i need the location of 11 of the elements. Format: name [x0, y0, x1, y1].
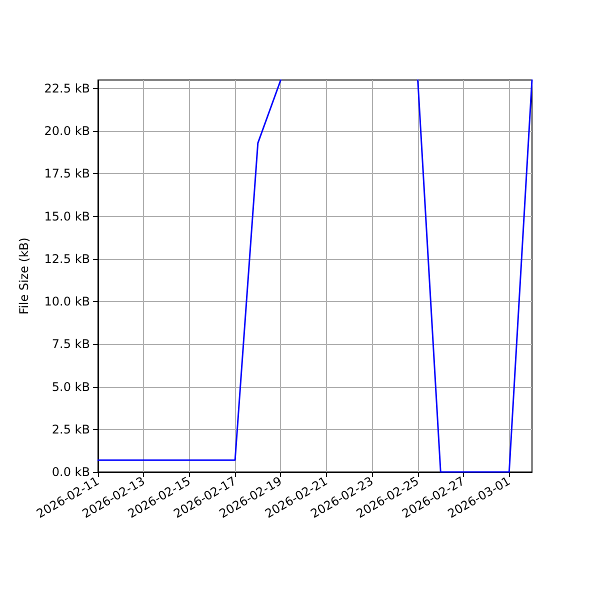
y-tick-label: 12.5 kB: [44, 252, 90, 266]
y-tick-label: 2.5 kB: [52, 422, 90, 436]
y-tick-label: 22.5 kB: [44, 82, 90, 96]
y-tick-label: 15.0 kB: [44, 209, 90, 224]
y-tick-label: 5.0 kB: [52, 380, 90, 394]
y-axis-title: File Size (kB): [17, 238, 31, 314]
y-tick-label: 10.0 kB: [44, 294, 90, 309]
y-tick-label: 0.0 kB: [52, 465, 90, 479]
y-tick-label: 7.5 kB: [52, 337, 90, 352]
y-tick-label: 20.0 kB: [44, 124, 90, 138]
y-tick-label: 17.5 kB: [44, 166, 90, 181]
